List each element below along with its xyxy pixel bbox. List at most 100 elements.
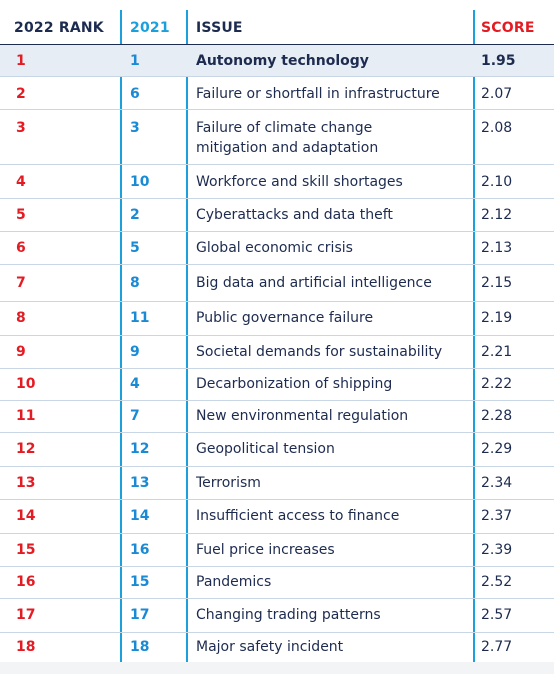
score: 2.52 xyxy=(481,574,513,590)
table-row: 9 9 Societal demands for sustainability 2.2… xyxy=(0,335,554,368)
issue: Fuel price increases xyxy=(196,542,335,558)
rank-2021: 15 xyxy=(130,574,150,590)
row-divider xyxy=(0,533,554,534)
issue: New environmental regulation xyxy=(196,408,409,424)
rank-2021: 4 xyxy=(130,376,140,392)
score: 1.95 xyxy=(481,53,516,69)
table-row: 1 1 Autonomy technology 1.95 xyxy=(0,45,554,76)
rank-2022: 8 xyxy=(16,310,26,326)
table-row: 2 6 Failure or shortfall in infrastructu… xyxy=(0,77,554,109)
score: 2.37 xyxy=(481,508,513,524)
rank-2022: 14 xyxy=(16,508,36,524)
row-divider xyxy=(0,499,554,500)
issue: Cyberattacks and data theft xyxy=(196,207,393,223)
issue: Workforce and skill shortages xyxy=(196,174,403,190)
row-divider xyxy=(0,109,554,110)
table-row: 16 15 Pandemics 2.52 xyxy=(0,566,554,598)
issue: Changing trading patterns xyxy=(196,607,381,623)
rank-2021: 5 xyxy=(130,240,140,256)
score: 2.15 xyxy=(481,275,513,291)
rank-2022: 9 xyxy=(16,344,26,360)
issue: Big data and artificial intelligence xyxy=(196,275,432,291)
column-divider xyxy=(120,10,122,662)
rank-2022: 10 xyxy=(16,376,36,392)
rank-2022: 18 xyxy=(16,639,36,655)
table-row: 11 7 New environmental regulation 2.28 xyxy=(0,400,554,432)
rank-2021: 18 xyxy=(130,639,150,655)
table-row: 15 16 Fuel price increases 2.39 xyxy=(0,533,554,566)
rank-2022: 15 xyxy=(16,542,36,558)
rank-2021: 7 xyxy=(130,408,140,424)
row-divider xyxy=(0,264,554,265)
table-row: 4 10 Workforce and skill shortages 2.10 xyxy=(0,165,554,198)
row-divider xyxy=(0,566,554,567)
table-row: 8 11 Public governance failure 2.19 xyxy=(0,301,554,335)
rank-2022: 11 xyxy=(16,408,36,424)
rank-2021: 8 xyxy=(130,275,140,291)
row-divider xyxy=(0,368,554,369)
rank-2021: 6 xyxy=(130,86,140,102)
rank-2021: 11 xyxy=(130,310,150,326)
row-divider xyxy=(0,598,554,599)
column-divider xyxy=(186,10,188,662)
row-divider xyxy=(0,400,554,401)
row-divider xyxy=(0,632,554,633)
score: 2.57 xyxy=(481,607,513,623)
table-row: 12 12 Geopolitical tension 2.29 xyxy=(0,432,554,466)
issue-line-2: mitigation and adaptation xyxy=(196,140,379,156)
score: 2.22 xyxy=(481,376,513,392)
rank-2022: 12 xyxy=(16,441,36,457)
row-divider xyxy=(0,164,554,165)
row-divider xyxy=(0,432,554,433)
rank-2022: 13 xyxy=(16,475,36,491)
rank-2022: 4 xyxy=(16,174,26,190)
table-row: 6 5 Global economic crisis 2.13 xyxy=(0,231,554,264)
rank-2022: 2 xyxy=(16,86,26,102)
issue: Public governance failure xyxy=(196,310,374,326)
header-divider xyxy=(0,44,554,46)
rank-2022: 1 xyxy=(16,53,26,69)
rank-2021: 16 xyxy=(130,542,150,558)
table-row: 18 18 Major safety incident 2.77 xyxy=(0,632,554,662)
issue: Societal demands for sustainability xyxy=(196,344,443,360)
score: 2.10 xyxy=(481,174,513,190)
rank-2021: 17 xyxy=(130,607,150,623)
footer-band xyxy=(0,662,554,674)
score: 2.77 xyxy=(481,639,513,655)
issue: Pandemics xyxy=(196,574,272,590)
rank-2021: 2 xyxy=(130,207,140,223)
header-2021: 2021 xyxy=(130,20,170,36)
issue: Decarbonization of shipping xyxy=(196,376,393,392)
issue: Major safety incident xyxy=(196,639,344,655)
rank-2021: 3 xyxy=(130,120,140,136)
row-divider xyxy=(0,466,554,467)
header-issue: ISSUE xyxy=(196,20,243,36)
issue-line-1: Failure of climate change xyxy=(196,120,373,136)
score: 2.28 xyxy=(481,408,513,424)
rank-2022: 16 xyxy=(16,574,36,590)
rank-2022: 7 xyxy=(16,275,26,291)
rank-2021: 10 xyxy=(130,174,150,190)
rank-2021: 9 xyxy=(130,344,140,360)
column-divider xyxy=(473,10,475,662)
issue: Failure or shortfall in infrastructure xyxy=(196,86,440,102)
issue: Terrorism xyxy=(196,475,261,491)
rank-2022: 5 xyxy=(16,207,26,223)
rank-2022: 6 xyxy=(16,240,26,256)
rank-2021: 14 xyxy=(130,508,150,524)
table-row: 14 14 Insufficient access to finance 2.37 xyxy=(0,499,554,533)
rank-2021: 12 xyxy=(130,441,150,457)
issue: Global economic crisis xyxy=(196,240,353,256)
rank-2022: 17 xyxy=(16,607,36,623)
table-row: 13 13 Terrorism 2.34 xyxy=(0,466,554,499)
row-divider xyxy=(0,231,554,232)
rank-2022: 3 xyxy=(16,120,26,136)
score: 2.21 xyxy=(481,344,513,360)
score: 2.19 xyxy=(481,310,513,326)
header-2022-rank: 2022 RANK xyxy=(14,20,104,36)
row-divider xyxy=(0,76,554,77)
row-divider xyxy=(0,301,554,302)
score: 2.12 xyxy=(481,207,513,223)
rank-2021: 1 xyxy=(130,53,140,69)
